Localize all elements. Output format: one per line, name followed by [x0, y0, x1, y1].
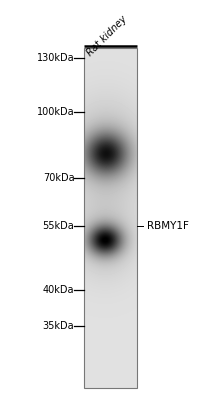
- Text: 130kDa: 130kDa: [37, 53, 74, 63]
- Bar: [84, 48, 136, 388]
- Text: 55kDa: 55kDa: [42, 221, 74, 231]
- Text: 100kDa: 100kDa: [37, 107, 74, 117]
- Text: 35kDa: 35kDa: [43, 321, 74, 331]
- Text: 40kDa: 40kDa: [43, 285, 74, 295]
- Text: Rat kidney: Rat kidney: [85, 14, 128, 58]
- Text: 70kDa: 70kDa: [43, 173, 74, 183]
- Text: RBMY1F: RBMY1F: [146, 221, 188, 231]
